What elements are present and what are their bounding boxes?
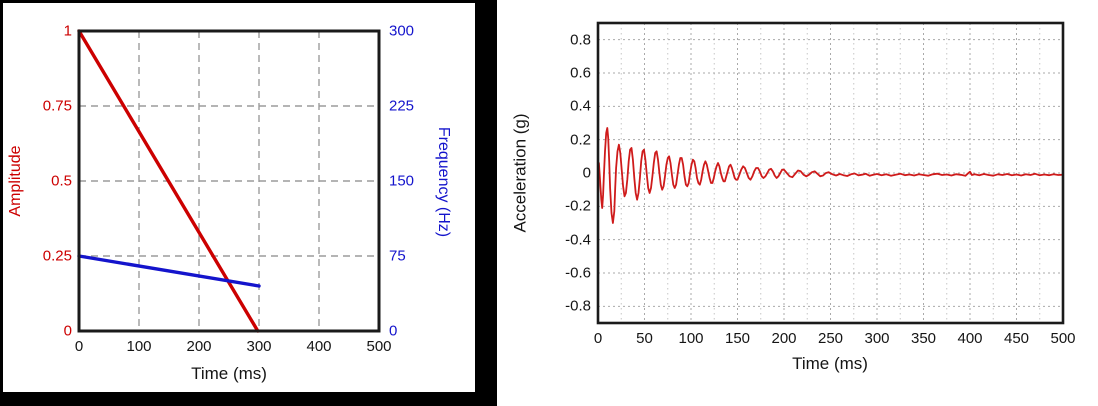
x-tick-label: 300 — [246, 338, 272, 355]
y-tick-label: -0.6 — [565, 264, 591, 282]
plot-frame — [77, 29, 381, 333]
y-tick-label-right: 75 — [389, 247, 406, 265]
x-tick-label: 50 — [636, 330, 653, 347]
x-tick-label: 450 — [1003, 330, 1030, 347]
frequency-line — [77, 254, 261, 288]
acceleration-line — [597, 127, 1064, 224]
y-tick-label: 0 — [582, 164, 591, 182]
y-tick-label-right: 300 — [389, 22, 415, 40]
y-tick-label: 0.8 — [570, 31, 591, 49]
y-tick-label: -0.4 — [565, 231, 591, 249]
x-tick-label: 400 — [957, 330, 983, 347]
x-tick-label: 350 — [910, 330, 937, 347]
x-tick-label: 200 — [186, 338, 212, 355]
plot-frame — [596, 21, 1065, 325]
x-tick-label: 250 — [817, 330, 844, 347]
y-tick-label: 0.2 — [570, 131, 591, 149]
y-tick-label: 0.6 — [570, 64, 591, 82]
x-tick-label: 100 — [126, 338, 152, 355]
left-panel-frame — [0, 0, 497, 406]
y-tick-label: 0.25 — [42, 247, 72, 265]
right-chart-y-axis-title: Acceleration (g) — [510, 113, 530, 233]
x-tick-label: 0 — [74, 338, 84, 355]
y-tick-label-right: 150 — [389, 172, 415, 190]
y-tick-label-right: 0 — [389, 322, 398, 340]
x-tick-label: 500 — [366, 338, 392, 355]
x-tick-label: 400 — [306, 338, 332, 355]
x-tick-label: 500 — [1050, 330, 1076, 347]
y-tick-label: 0.5 — [51, 172, 72, 190]
left-chart-y-axis-title-frequency: Frequency (Hz) — [435, 126, 452, 238]
right-chart-x-axis-title: Time (ms) — [792, 354, 868, 373]
y-tick-label: 0.75 — [42, 97, 72, 115]
y-tick-label-right: 225 — [389, 97, 415, 115]
x-tick-label: 150 — [724, 330, 751, 347]
y-tick-label: -0.2 — [565, 197, 591, 215]
x-tick-label: 0 — [593, 330, 603, 347]
x-tick-label: 200 — [771, 330, 797, 347]
left-chart-y-axis-title-amplitude: Amplitude — [7, 145, 24, 217]
left-chart-x-axis-title: Time (ms) — [191, 364, 267, 383]
y-tick-label: 0 — [63, 322, 72, 340]
x-tick-label: 100 — [678, 330, 704, 347]
x-tick-label: 300 — [864, 330, 890, 347]
y-tick-label: -0.8 — [565, 297, 591, 315]
y-tick-label: 1 — [63, 22, 72, 40]
y-tick-label: 0.4 — [570, 97, 591, 115]
